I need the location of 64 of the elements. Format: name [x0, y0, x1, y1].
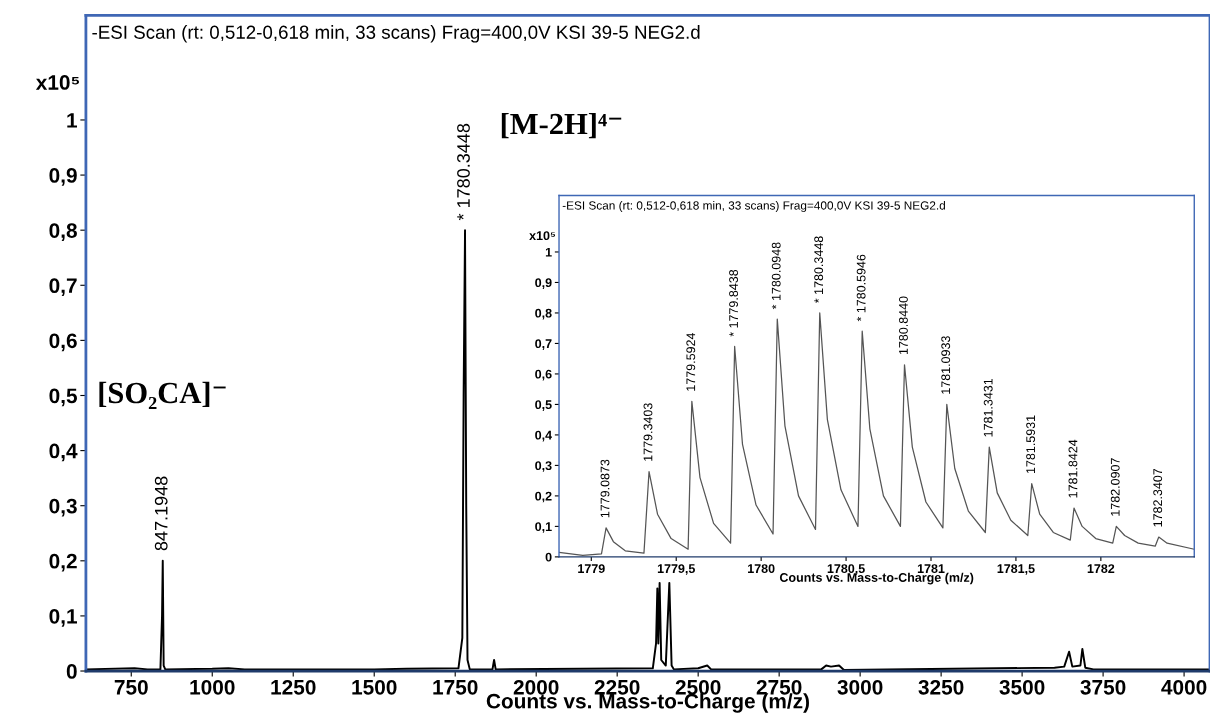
annotation: 1779.0873 — [600, 459, 610, 518]
y-tick-label: 0,5 — [49, 388, 77, 407]
y-tick-label: 0,4 — [535, 430, 553, 442]
y-tick-label: 0,8 — [49, 223, 77, 241]
x-tick-label: 1781,5 — [997, 564, 1035, 575]
y-tick-label: 0,7 — [535, 339, 552, 350]
annotation: 1779.3403 — [643, 403, 653, 461]
chart-title: -ESI Scan (rt: 0,512-0,618 min, 33 scans) Frag=400,0V KSI 39-5 NEG2.d — [92, 25, 700, 43]
y-tick-label: 0,3 — [49, 498, 77, 517]
annotation: 1779.5924 — [686, 332, 696, 391]
x-tick-label: 3500 — [999, 679, 1045, 695]
x-tick-label: 3750 — [1080, 679, 1126, 695]
x-tick-label: 3250 — [918, 679, 964, 695]
y-tick-label: 0,1 — [49, 608, 77, 627]
annotation: [M-2H]⁴⁻ — [501, 112, 622, 139]
annotation: [SO₂CA]⁻ — [99, 381, 226, 410]
x-tick-label: 1780 — [748, 564, 775, 574]
x-tick-label: 3000 — [837, 679, 883, 695]
y-tick-label: 0,1 — [535, 522, 552, 533]
x-tick-label: 4000 — [1161, 679, 1207, 695]
y-tick-label: 0,6 — [535, 369, 552, 381]
y-tick-label: 0,2 — [49, 553, 77, 572]
x-tick-label: 2000 — [513, 679, 559, 695]
y-tick-label: 0,4 — [49, 443, 78, 462]
annotation: * 1780.3448 — [457, 123, 470, 221]
annotation: 1781.0933 — [941, 336, 951, 394]
x-tick-label: 1750 — [433, 679, 478, 695]
x-tick-label: 1779,5 — [657, 564, 695, 575]
x-tick-label: 750 — [114, 679, 148, 695]
annotation: * 1780.0948 — [771, 242, 781, 310]
y-tick-label: 0,9 — [49, 168, 77, 186]
annotation: 1781.8424 — [1068, 439, 1078, 498]
x-tick-label: 1782 — [1087, 564, 1115, 574]
annotation: 1781.3431 — [983, 378, 993, 437]
y-tick-label: 0,5 — [535, 400, 552, 411]
x-tick-label: 2250 — [594, 679, 640, 695]
y-tick-label: 0 — [545, 552, 552, 562]
annotation: * 1780.5946 — [856, 254, 866, 322]
y-tick-label: 1 — [545, 247, 552, 257]
annotation: 1780.8440 — [899, 296, 908, 355]
y-tick-label: 0 — [66, 664, 77, 679]
y-axis-title: x10⁵ — [529, 231, 556, 241]
x-tick-label: 1250 — [271, 679, 316, 695]
annotation: * 1779.8438 — [729, 269, 738, 337]
y-tick-label: 0,7 — [49, 278, 77, 297]
annotation: 847.1948 — [154, 476, 168, 551]
x-tick-label: 1779 — [578, 564, 605, 574]
annotation: * 1780.3448 — [814, 236, 824, 304]
x-tick-label: 2750 — [756, 679, 802, 695]
chart-title: -ESI Scan (rt: 0,512-0,618 min, 33 scans) Frag=400,0V KSI 39-5 NEG2.d — [562, 200, 945, 212]
annotation: 1782.0907 — [1110, 458, 1120, 516]
y-tick-label: 0,8 — [535, 308, 552, 320]
y-axis-title: x10⁵ — [35, 75, 80, 90]
y-tick-label: 0,3 — [535, 461, 552, 472]
x-tick-label: 2500 — [675, 679, 721, 695]
y-tick-label: 0,2 — [535, 491, 552, 503]
y-tick-label: 1 — [67, 113, 77, 128]
y-tick-label: 0,9 — [535, 278, 552, 289]
x-tick-label: 1500 — [352, 679, 397, 695]
x-tick-label: 1781 — [917, 564, 945, 574]
x-tick-label: 1000 — [190, 679, 235, 695]
y-tick-label: 0,6 — [49, 333, 77, 352]
annotation: 1781.5931 — [1026, 415, 1036, 474]
annotation: 1782.3407 — [1153, 468, 1163, 527]
